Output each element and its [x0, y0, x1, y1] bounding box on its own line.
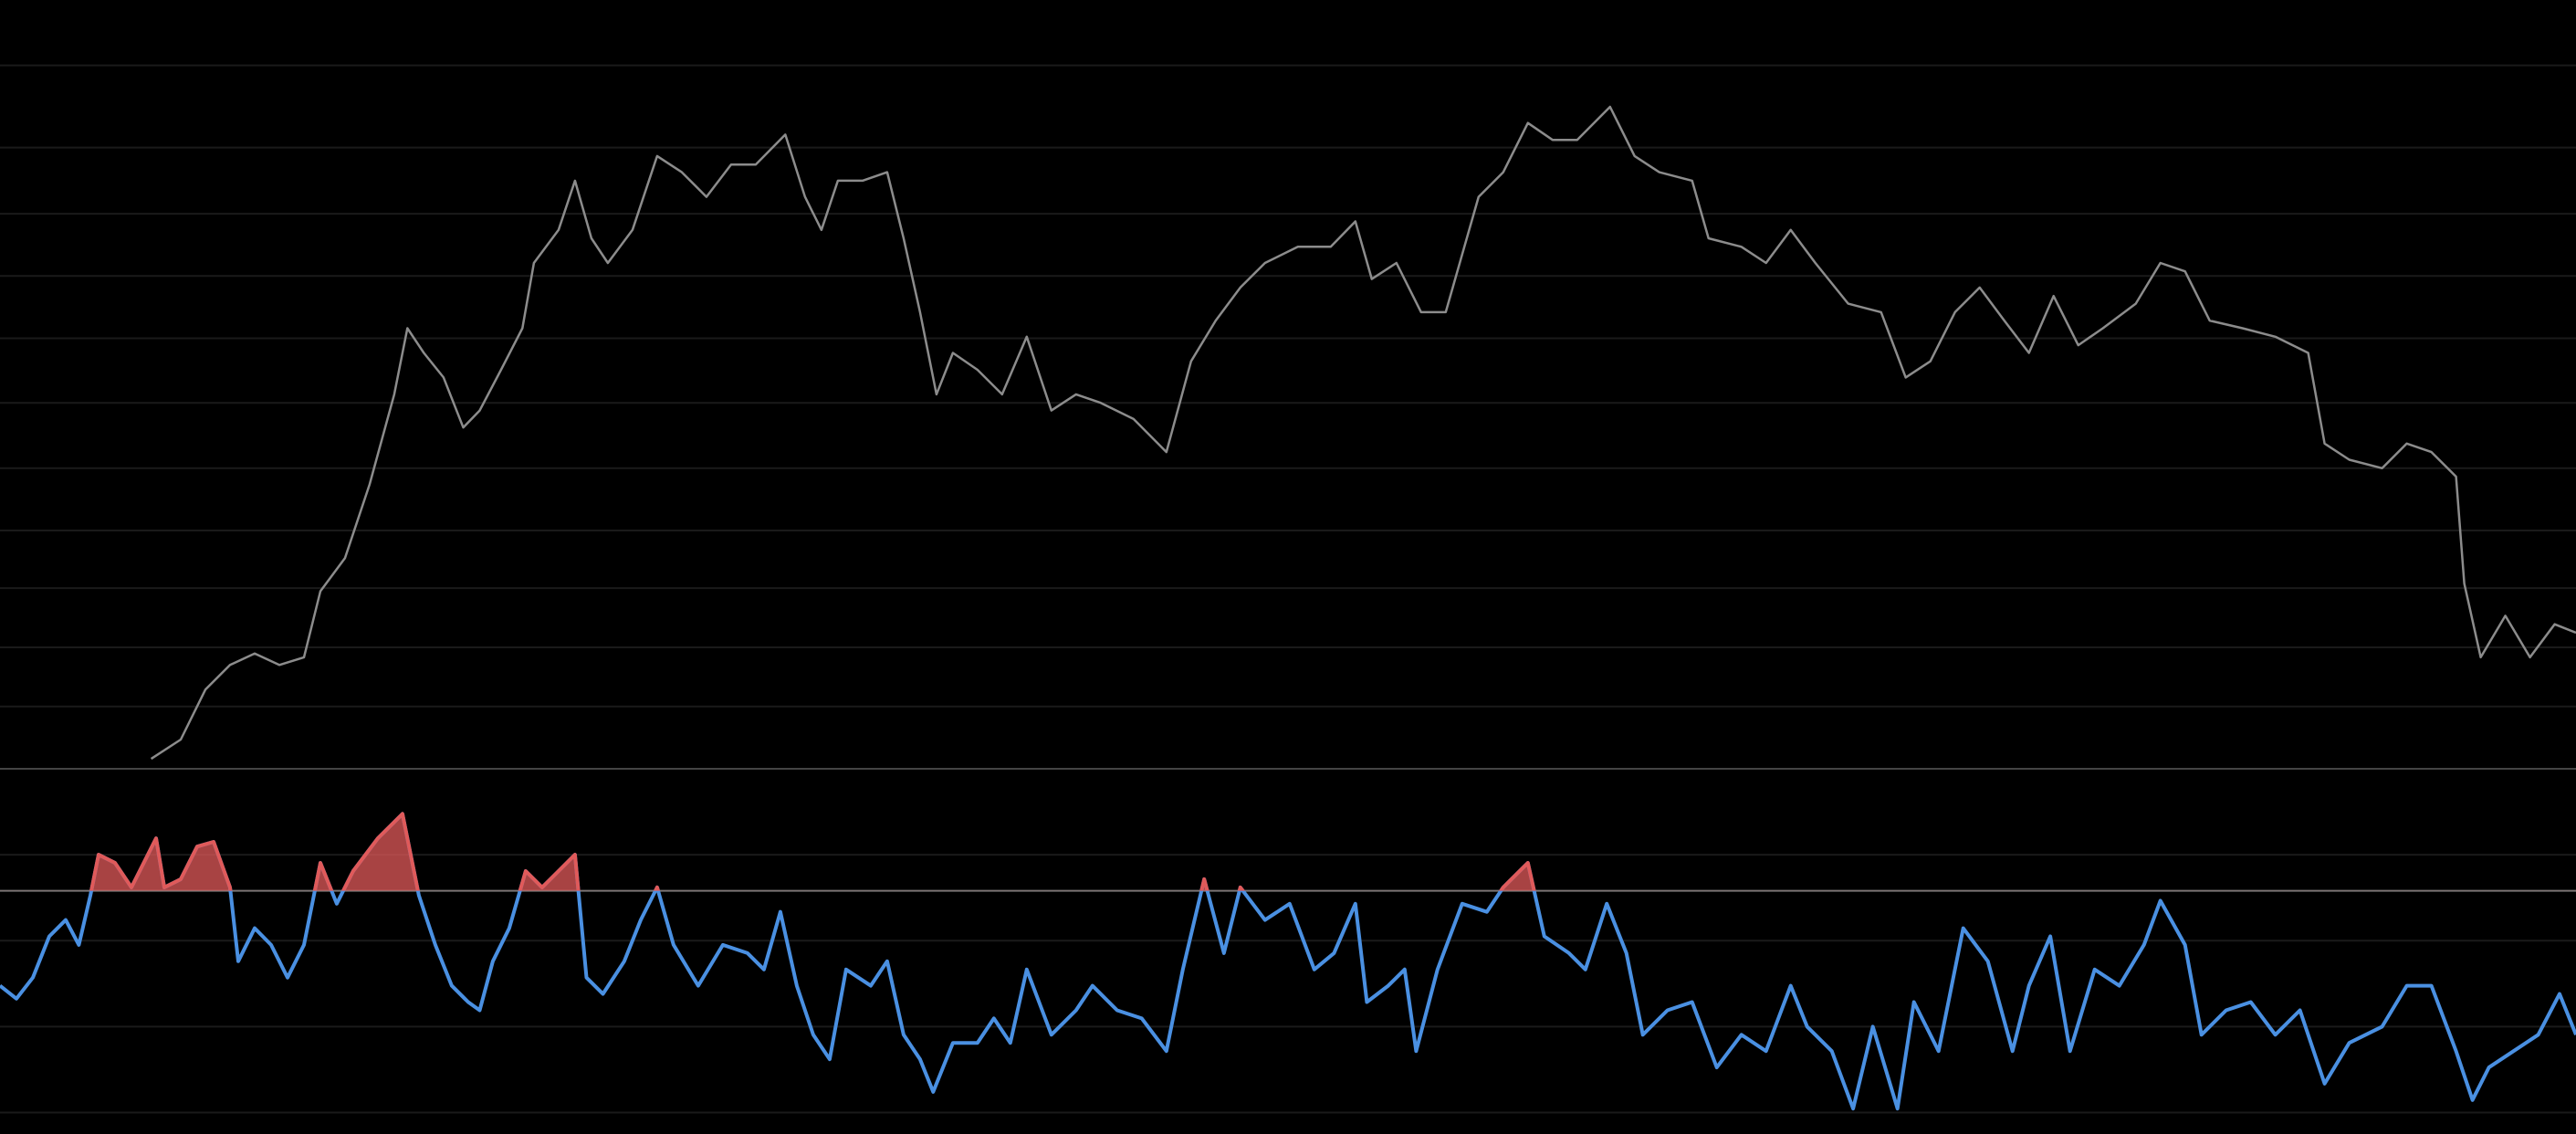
- oscillator-line-above: [89, 812, 1536, 891]
- price-line: [150, 105, 2576, 761]
